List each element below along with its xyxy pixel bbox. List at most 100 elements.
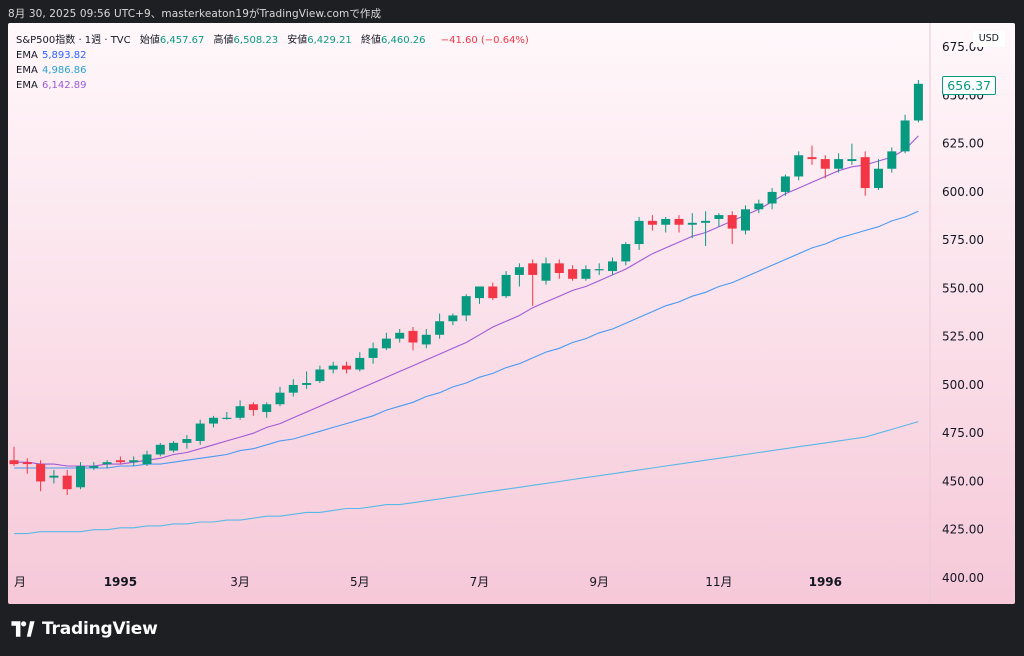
candle-body <box>913 83 923 121</box>
candle-body <box>621 244 631 262</box>
candle <box>102 460 112 468</box>
candle <box>421 328 431 349</box>
candle-body <box>887 151 897 169</box>
candle-body <box>780 176 790 192</box>
ema-name: EMA <box>16 50 38 61</box>
candle-body <box>195 423 205 441</box>
candle <box>435 313 445 339</box>
price-tick-label: 450.00 <box>942 474 984 488</box>
candle-body <box>355 357 365 370</box>
candle <box>381 332 391 351</box>
close-value: 6,460.26 <box>380 35 426 46</box>
candle <box>860 151 870 196</box>
currency-label[interactable]: USD <box>972 31 1005 47</box>
candle <box>195 419 205 445</box>
time-tick-label: 1995 <box>104 575 137 589</box>
tradingview-logo-icon <box>11 621 35 637</box>
candle <box>568 265 578 281</box>
price-tick-label: 475.00 <box>942 426 984 440</box>
time-tick-label: 9月 <box>589 575 609 589</box>
candle-body <box>900 120 910 152</box>
price-tick-label: 425.00 <box>942 523 984 537</box>
candle <box>820 155 830 179</box>
time-tick-label: 3月 <box>230 575 250 589</box>
chart-caption: 8月 30, 2025 09:56 UTC+9、masterkeaton19がT… <box>8 8 382 20</box>
candles <box>9 79 923 495</box>
time-tick-label: 1996 <box>809 575 842 589</box>
ema-mid-line <box>14 210 919 469</box>
time-tick-label: 月 <box>14 575 26 589</box>
candle-body <box>448 315 458 322</box>
open-label: 始値 <box>139 35 160 46</box>
candle-body <box>461 296 471 316</box>
candle-body <box>554 263 564 273</box>
ema-row-3[interactable]: EMA 6,142.89 <box>16 78 529 93</box>
ema-slow-line <box>14 421 919 535</box>
candle <box>328 361 338 374</box>
candle <box>647 215 657 231</box>
ema-value: 6,142.89 <box>42 80 87 91</box>
candle <box>594 263 604 275</box>
candle-body <box>142 454 152 465</box>
candle <box>169 440 179 453</box>
candle-body <box>421 334 431 345</box>
candle <box>767 188 777 210</box>
candle <box>222 411 232 420</box>
candle-body <box>36 464 46 482</box>
candle <box>22 458 32 474</box>
candle <box>581 265 591 281</box>
candle <box>62 469 72 495</box>
candle-body <box>209 417 218 424</box>
candle <box>142 450 152 467</box>
candle-body <box>514 267 524 275</box>
candle-body <box>182 439 192 443</box>
candle-body <box>647 220 657 225</box>
candle-body <box>475 286 484 299</box>
candle-body <box>568 269 578 279</box>
candle <box>76 462 85 490</box>
candle <box>209 415 218 428</box>
change-value: −41.60 (−0.64%) <box>440 35 529 46</box>
price-tick-label: 575.00 <box>942 233 984 247</box>
candle-body <box>687 222 697 225</box>
last-price-tag: 656.37 <box>942 76 996 95</box>
candle-body <box>820 159 830 169</box>
candle <box>248 402 258 416</box>
ema-row-1[interactable]: EMA 5,893.82 <box>16 48 529 63</box>
candle-body <box>874 168 883 189</box>
price-tick-label: 600.00 <box>942 185 984 199</box>
candle-body <box>62 475 72 490</box>
price-tick-label: 400.00 <box>942 571 984 585</box>
candle <box>780 174 790 196</box>
candle-body <box>741 209 750 231</box>
candle-body <box>129 460 139 463</box>
candle <box>874 159 883 190</box>
candle <box>714 213 724 227</box>
candle-body <box>727 215 737 229</box>
candle <box>182 435 192 449</box>
candle <box>235 400 245 420</box>
high-value: 6,508.23 <box>233 35 279 46</box>
candle-body <box>541 263 551 281</box>
candle <box>687 213 697 239</box>
price-tick-label: 500.00 <box>942 378 984 392</box>
chart-frame: 400.00 425.00 450.00 475.00 500.00 525.00 550.… <box>8 23 1015 604</box>
time-tick-label: 11月 <box>705 575 732 589</box>
candle <box>807 145 817 165</box>
time-tick-label: 5月 <box>350 575 370 589</box>
low-value: 6,429.21 <box>307 35 352 46</box>
candle-body <box>262 404 272 412</box>
ema-row-2[interactable]: EMA 4,986.86 <box>16 63 529 78</box>
candle-body <box>115 460 125 463</box>
candlestick-chart[interactable]: 400.00 425.00 450.00 475.00 500.00 525.00 550.… <box>8 23 1015 604</box>
candle-body <box>328 365 338 370</box>
price-tick-label: 550.00 <box>942 281 984 295</box>
candle-body <box>834 159 844 169</box>
candle-body <box>89 466 99 468</box>
candle-body <box>9 460 19 465</box>
symbol-label[interactable]: S&P500指数 · 1週 · TVC <box>16 35 131 46</box>
candle-body <box>342 365 351 370</box>
candle-body <box>235 406 245 418</box>
price-axis: 400.00 425.00 450.00 475.00 500.00 525.00 550.… <box>929 23 984 604</box>
candle <box>621 242 631 266</box>
